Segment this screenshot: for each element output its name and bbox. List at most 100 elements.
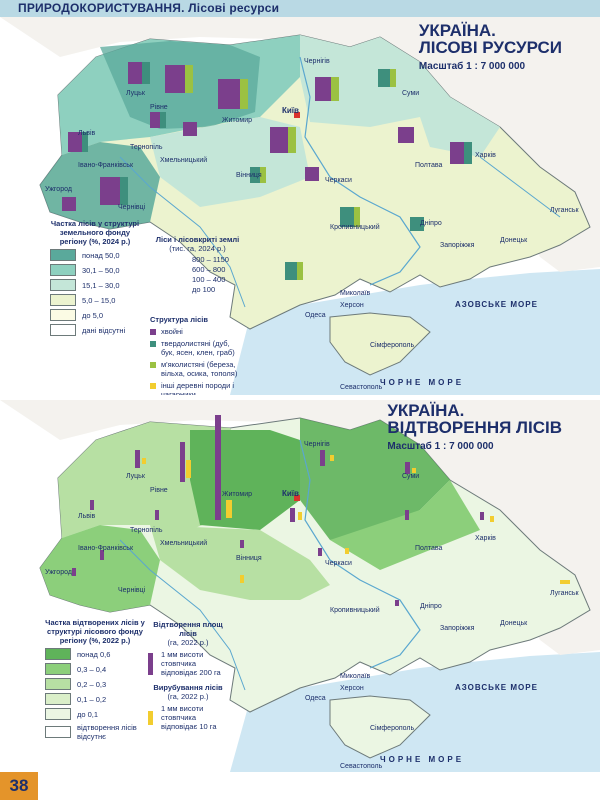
city-label: Івано-Франківськ [78, 161, 134, 169]
legend-label: 5,0 – 15,0 [82, 295, 116, 305]
structure-square [68, 132, 88, 152]
legend-row: 5,0 – 15,0 [50, 294, 140, 306]
legend-title: Вирубування лісів [153, 683, 223, 692]
city-label: Харків [475, 151, 496, 159]
legend-label: 15,1 – 30,0 [82, 280, 120, 290]
legend-row: понад 0,6 [45, 648, 145, 660]
city-label: Суми [402, 90, 419, 97]
legend-label: 0,1 – 0,2 [77, 694, 107, 704]
legend-swatch [50, 294, 76, 306]
legend-label: 100 – 400 [192, 275, 226, 284]
logging-bar-swatch [148, 710, 153, 725]
structure-square [305, 167, 319, 181]
structure-square [62, 197, 76, 211]
city-label: Луцьк [126, 90, 146, 97]
regen-bar [405, 462, 410, 474]
legend-swatch [150, 362, 156, 368]
city-label: Хмельницький [160, 539, 207, 547]
map1-legend-structure: Структура лісів хвойні твердолистяні (дуб… [150, 315, 240, 395]
regen-bar [480, 512, 484, 520]
map1-legend-share: Частка лісів у структурі земельного фонд… [50, 219, 140, 336]
city-label: Ужгород [45, 569, 72, 576]
regen-bar [215, 415, 221, 520]
neighbour-land [0, 17, 600, 272]
legend-row: 30,1 – 50,0 [50, 264, 140, 276]
city-label: Рівне [150, 103, 168, 111]
legend-swatch [45, 678, 71, 690]
legend-swatch [50, 264, 76, 276]
azov-sea-label: АЗОВСЬКЕ МОРЕ [455, 300, 538, 309]
city-label: Ужгород [45, 186, 72, 193]
map1-title-block: УКРАЇНА. ЛІСОВІ РУСУРСИ Масштаб 1 : 7 00… [419, 22, 562, 75]
structure-squares [62, 62, 472, 280]
page-number: 38 [0, 772, 38, 800]
city-label: Тернопіль [130, 526, 163, 534]
neighbour-land [0, 400, 600, 655]
structure-square [165, 65, 193, 93]
regen-bar-swatch [148, 652, 153, 675]
logging-bar [142, 458, 146, 464]
city-label: Одеса [305, 695, 326, 702]
city-label: Полтава [415, 162, 443, 169]
capital-marker [294, 495, 300, 501]
regen-bar [240, 540, 244, 548]
legend-label: до 100 [192, 285, 216, 294]
structure-square [218, 79, 248, 109]
city-labels: Луцьк Рівне Житомир Чернігів Суми Львів … [45, 440, 579, 770]
crimea [329, 312, 431, 376]
city-label: Полтава [415, 545, 443, 552]
legend-swatch [45, 726, 71, 738]
logging-bar [298, 512, 302, 520]
city-label: Вінниця [236, 554, 262, 562]
city-label: Харків [475, 534, 496, 542]
legend-subtitle: (га, 2022 р.) [167, 692, 209, 701]
forest-regeneration-map: Луцьк Рівне Житомир Чернігів Суми Львів … [0, 400, 600, 772]
logging-bar [560, 580, 570, 584]
legend-title: Частка відтворених лісів у структурі ліс… [45, 618, 145, 645]
city-label: Вінниця [236, 171, 262, 179]
legend-row: 600 – 800 [192, 265, 245, 274]
city-label: Рівне [150, 486, 168, 494]
legend-row: 800 – 1150 [192, 255, 245, 264]
forest-resources-map: Луцьк Рівне Житомир Чернігів Суми Львів … [0, 17, 600, 395]
legend-label: 600 – 800 [192, 265, 226, 274]
structure-square [183, 122, 197, 136]
city-label: Сімферополь [370, 341, 414, 349]
legend-label: дані відсутні [82, 325, 126, 335]
city-label: Миколаїв [340, 290, 371, 297]
zone-chernihiv [300, 418, 450, 540]
legend-title: Відтворення площ лісів [153, 620, 223, 638]
structure-square [378, 69, 396, 87]
legend-swatch [45, 663, 71, 675]
zone-carpathians [40, 525, 160, 612]
regen-bar [90, 500, 94, 510]
city-label: Чернівці [118, 203, 146, 211]
city-label: Луганськ [550, 590, 579, 597]
legend-row: 0,1 – 0,2 [45, 693, 145, 705]
legend-label: до 5,0 [82, 310, 104, 320]
regen-bar [405, 510, 409, 520]
map2-legend-share: Частка відтворених лісів у структурі ліс… [45, 618, 145, 741]
legend-swatch [150, 341, 156, 347]
legend-label: до 0,1 [77, 709, 99, 719]
city-label: Херсон [340, 685, 364, 692]
logging-bar [345, 548, 349, 554]
regen-bar [72, 568, 76, 576]
city-label: Донецьк [500, 237, 528, 244]
header-bar: ПРИРОДОКОРИСТУВАННЯ. Лісові ресурси [0, 0, 600, 17]
legend-label: хвойні [161, 327, 183, 336]
map1-svg: Луцьк Рівне Житомир Чернігів Суми Львів … [0, 17, 600, 395]
city-label: Івано-Франківськ [78, 544, 134, 552]
structure-square [398, 127, 414, 143]
legend-label: твердолистяні (дуб, бук, ясен, клен, гра… [161, 339, 235, 357]
legend-subtitle: (га, 2022 р.) [167, 638, 209, 647]
legend-swatch [50, 279, 76, 291]
regen-bar [155, 510, 159, 520]
structure-square [150, 112, 166, 128]
structure-square [285, 262, 303, 280]
bottom-bar [38, 772, 600, 800]
city-label: Сімферополь [370, 724, 414, 732]
structure-square [315, 77, 339, 101]
city-label: Донецьк [500, 620, 528, 627]
map2-svg: Луцьк Рівне Житомир Чернігів Суми Львів … [0, 400, 600, 772]
